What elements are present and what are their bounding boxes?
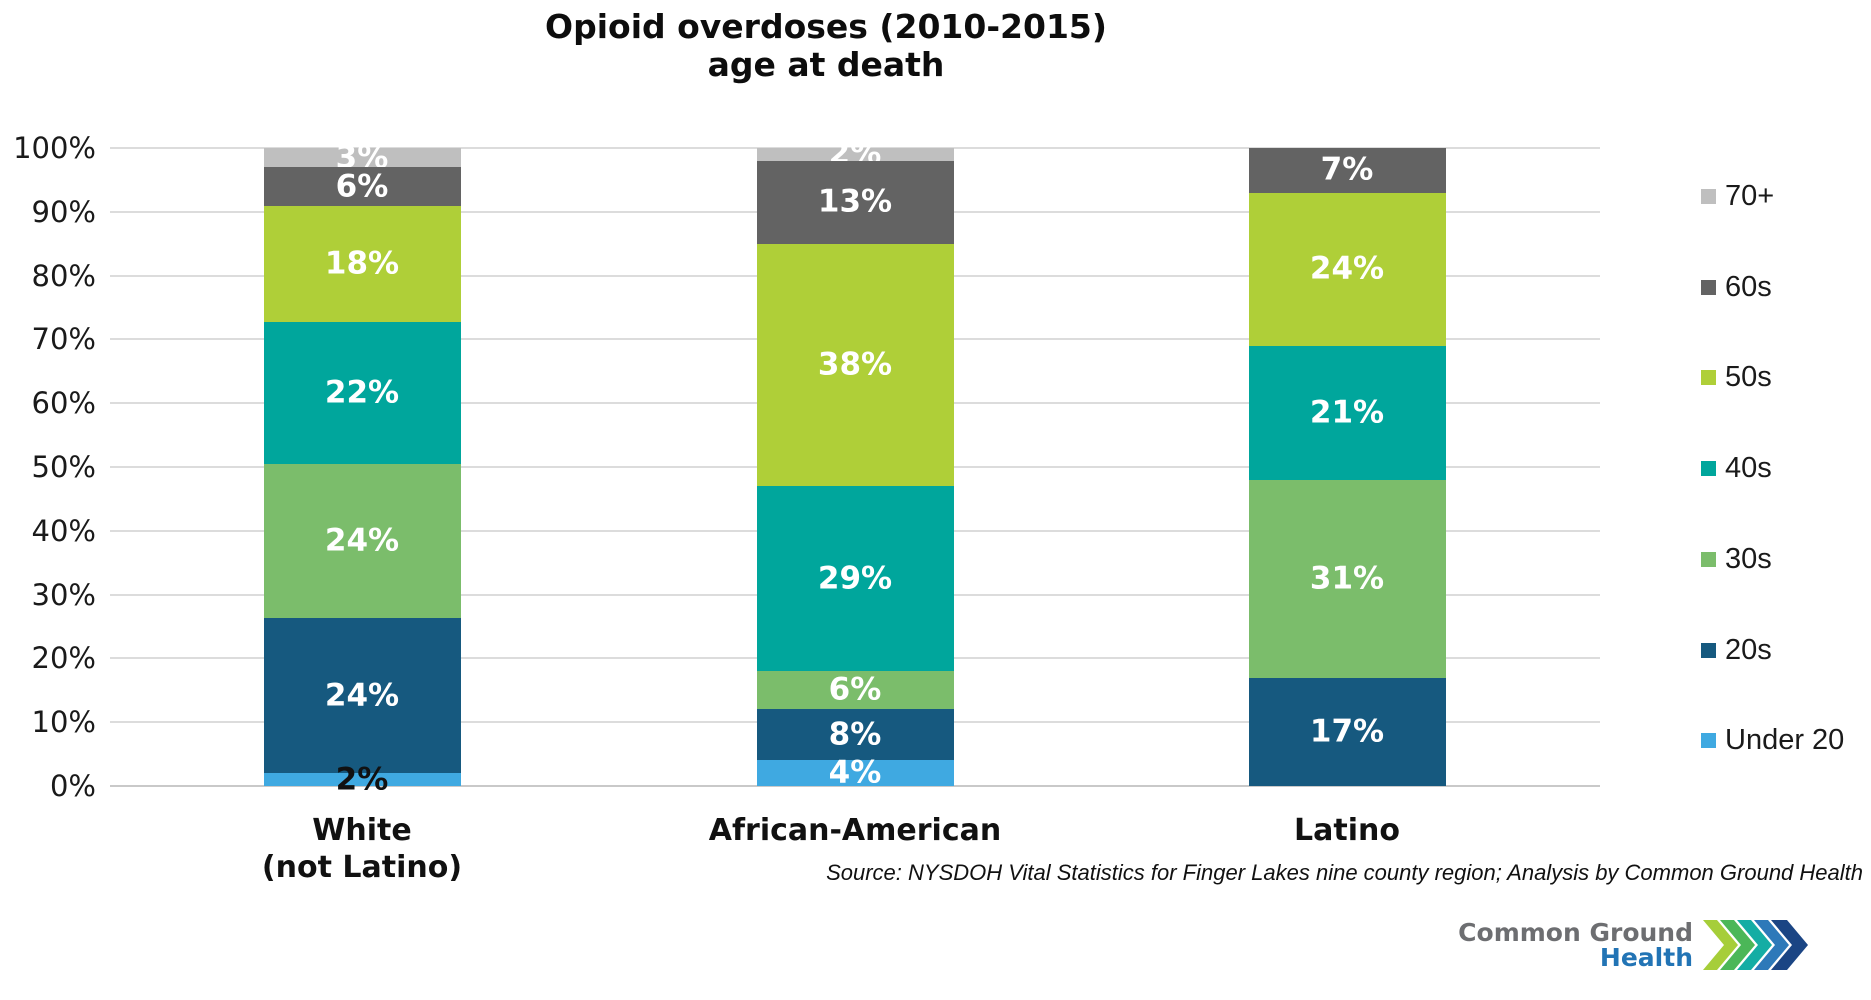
data-label: 8% <box>828 716 882 753</box>
legend-swatch-icon <box>1701 732 1716 748</box>
legend-label: 20s <box>1725 633 1772 666</box>
data-label: 24% <box>324 522 400 559</box>
legend-label: 50s <box>1725 360 1772 393</box>
legend-swatch-icon <box>1701 642 1716 658</box>
y-axis-label: 0% <box>49 769 96 803</box>
segment-60s: 6% <box>263 167 461 206</box>
category-label-line: African-American <box>708 813 1002 848</box>
segment-under-20: 2% <box>263 764 461 795</box>
segment-60s: 7% <box>1248 148 1446 193</box>
y-axis-label: 10% <box>31 705 96 740</box>
segment-50s: 18% <box>263 206 461 322</box>
data-label: 24% <box>1309 250 1385 287</box>
segment-70-: 2% <box>756 138 954 169</box>
logo: Common Ground Health <box>1458 920 1809 970</box>
category-label-line: White <box>312 813 412 848</box>
legend-swatch-icon <box>1701 188 1716 204</box>
legend-swatch-icon <box>1701 551 1716 567</box>
segment-under-20: 4% <box>756 754 954 791</box>
legend-label: 30s <box>1725 542 1772 575</box>
segment-40s: 22% <box>263 322 461 464</box>
legend-label: 70+ <box>1725 179 1775 212</box>
category-label: African-American <box>605 812 1105 849</box>
legend-swatch-icon <box>1701 279 1716 295</box>
data-label: 21% <box>1309 394 1385 431</box>
data-label: 24% <box>324 677 400 714</box>
chart-title-line2: age at death <box>707 44 945 84</box>
logo-name: Common Ground <box>1458 918 1693 947</box>
legend-item-under-20: Under 20 <box>1701 724 1844 756</box>
data-label: 4% <box>828 754 882 791</box>
data-label: 2% <box>335 761 389 798</box>
legend-item-30s: 30s <box>1701 543 1772 575</box>
legend-item-60s: 60s <box>1701 271 1772 303</box>
y-axis-label: 40% <box>31 513 96 548</box>
legend-item-70-: 70+ <box>1701 180 1774 212</box>
data-label: 31% <box>1309 560 1385 597</box>
segment-40s: 21% <box>1248 345 1446 480</box>
legend-label: Under 20 <box>1725 723 1845 756</box>
segment-70-: 3% <box>263 142 461 173</box>
legend-swatch-icon <box>1701 369 1716 385</box>
legend-item-40s: 40s <box>1701 452 1772 484</box>
data-label: 6% <box>828 671 882 708</box>
y-axis-label: 50% <box>31 450 96 484</box>
stacked-bar-latino: 7% 24% 21% 31% 17% <box>1248 148 1446 786</box>
legend-label: 40s <box>1725 451 1772 484</box>
category-label: Latino <box>1097 812 1597 849</box>
data-label: 7% <box>1320 151 1374 188</box>
logo-chevrons-icon <box>1703 920 1808 970</box>
y-axis-label: 30% <box>31 577 96 612</box>
legend-item-50s: 50s <box>1701 361 1772 393</box>
data-label: 13% <box>817 183 893 220</box>
segment-20s: 8% <box>756 709 954 761</box>
category-label-line: Latino <box>1294 813 1400 848</box>
data-label: 22% <box>324 374 400 411</box>
segment-20s: 17% <box>1248 677 1446 786</box>
legend-item-20s: 20s <box>1701 634 1772 666</box>
stacked-bar-white-not-latino-: 3% 6% 18% 22% 24% 24% 2% <box>263 142 461 795</box>
y-axis-label: 90% <box>31 194 96 229</box>
data-label: 17% <box>1309 713 1385 750</box>
logo-name-line2: Health <box>1599 943 1693 972</box>
source-note: Source: NYSDOH Vital Statistics for Fing… <box>826 860 1863 885</box>
segment-30s: 24% <box>263 463 461 619</box>
segment-30s: 6% <box>756 671 954 710</box>
segment-60s: 13% <box>756 160 954 244</box>
segment-30s: 31% <box>1248 479 1446 678</box>
data-label: 18% <box>324 245 400 282</box>
data-label: 38% <box>817 346 893 383</box>
logo-text: Common Ground Health <box>1458 920 1693 970</box>
legend-label: 60s <box>1725 270 1772 303</box>
legend-swatch-icon <box>1701 460 1716 476</box>
stacked-bar-african-american: 2% 13% 38% 29% 6% 8% 4% <box>756 138 954 791</box>
segment-50s: 38% <box>756 243 954 487</box>
y-axis-label: 80% <box>31 258 96 293</box>
y-axis-label: 100% <box>13 131 96 165</box>
segment-40s: 29% <box>756 486 954 672</box>
y-axis-label: 70% <box>31 322 96 357</box>
category-label-line: (not Latino) <box>261 850 463 885</box>
chart-title-line1: Opioid overdoses (2010-2015) <box>545 7 1107 46</box>
segment-20s: 24% <box>263 618 461 774</box>
segment-50s: 24% <box>1248 192 1446 346</box>
y-axis-label: 20% <box>31 641 96 676</box>
y-axis-label: 60% <box>31 386 96 421</box>
data-label: 6% <box>335 168 389 205</box>
data-label: 29% <box>817 560 893 597</box>
chart-title: Opioid overdoses (2010-2015) age at deat… <box>545 8 1107 84</box>
category-label: White (not Latino) <box>112 812 612 886</box>
x-axis-line <box>110 785 1600 787</box>
